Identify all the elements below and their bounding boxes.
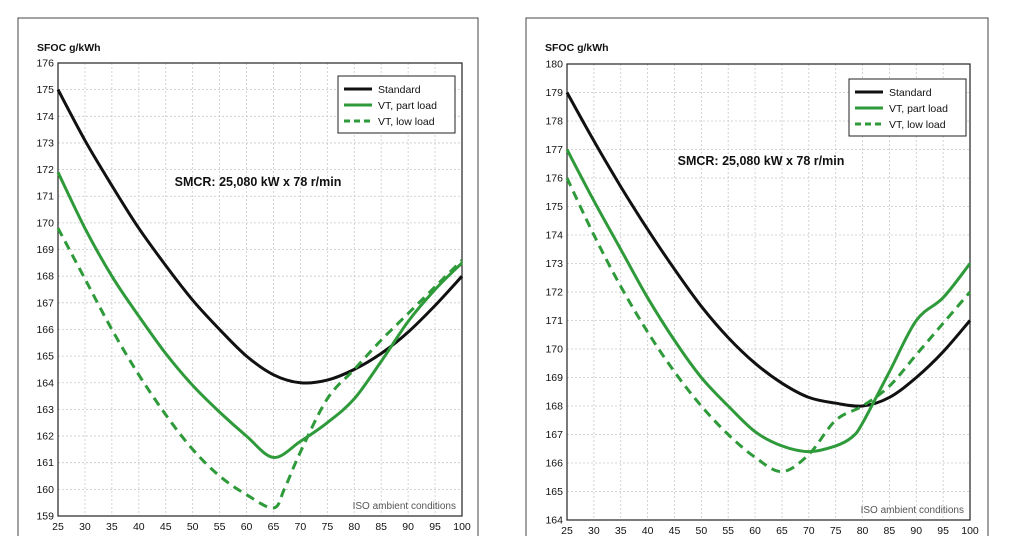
chart-right-y-tick-label: 173: [545, 258, 563, 270]
chart-right-y-tick-label: 172: [545, 287, 563, 299]
chart-left-x-tick-label: 90: [402, 521, 414, 533]
chart-right-x-tick-label: 60: [749, 525, 761, 536]
chart-left-ambient-note: ISO ambient conditions: [353, 501, 456, 512]
chart-right-y-tick-label: 168: [545, 401, 563, 413]
chart-left-y-tick-label: 171: [36, 191, 54, 203]
chart-right-x-tick-label: 95: [937, 525, 949, 536]
chart-left-y-tick-label: 163: [36, 404, 54, 416]
chart-left-y-tick-label: 174: [36, 111, 54, 123]
chart-left-frame: [17, 17, 479, 536]
chart-right-x-tick-label: 70: [803, 525, 815, 536]
chart-right-x-tick-label: 45: [669, 525, 681, 536]
chart-right-y-tick-label: 174: [545, 230, 563, 242]
chart-right-x-tick-label: 100: [961, 525, 979, 536]
chart-right-y-tick-label: 171: [545, 315, 563, 327]
chart-left-y-tick-label: 169: [36, 244, 54, 256]
chart-right-series-standard: [565, 91, 972, 408]
chart-right-y-tick-label: 180: [545, 59, 563, 71]
chart-left-x-tick-label: 65: [268, 521, 280, 533]
chart-left-y-tick-label: 162: [36, 431, 54, 443]
chart-left-y-tick-label: 176: [36, 58, 54, 70]
chart-right-y-tick-label: 178: [545, 116, 563, 128]
chart-right-x-tick-label: 65: [776, 525, 788, 536]
chart-left-y-tick-label: 161: [36, 457, 54, 469]
chart-right-y-tick-label: 169: [545, 372, 563, 384]
chart-left-x-tick-label: 85: [375, 521, 387, 533]
chart-right-x-tick-label: 50: [695, 525, 707, 536]
chart-right-x-tick-label: 55: [722, 525, 734, 536]
chart-right-y-tick-label: 166: [545, 458, 563, 470]
chart-right-smcr-annotation: SMCR: 25,080 kW x 78 r/min: [678, 154, 845, 168]
chart-left-x-tick-label: 55: [214, 521, 226, 533]
chart-panel-left: 159 160 161 162 163 164 165 166 167 168 169 170 171 1…: [17, 17, 479, 536]
chart-right-x-tick-label: 85: [884, 525, 896, 536]
chart-left-legend-label: Standard: [378, 84, 421, 96]
chart-right-series-vt-low-load: [565, 177, 972, 474]
chart-right-x-tick-label: 75: [830, 525, 842, 536]
chart-right-y-tick-label: 177: [545, 144, 563, 156]
chart-left-y-tick-label: 167: [36, 297, 54, 309]
chart-right-y-tick-label: 170: [545, 344, 563, 356]
chart-left-y-tick-label: 168: [36, 271, 54, 283]
chart-left-x-tick-label: 40: [133, 521, 145, 533]
chart-left-x-tick-label: 30: [79, 521, 91, 533]
chart-right-y-tick-label: 167: [545, 429, 563, 441]
chart-right-y-tick-label: 175: [545, 201, 563, 213]
chart-panel-right: 164 165 166 167 168 169 170 171 172 173 174 175 176 1…: [525, 17, 989, 536]
chart-right-x-tick-label: 30: [588, 525, 600, 536]
chart-right-y-tick-label: 164: [545, 515, 563, 527]
chart-right-legend-label: VT, low load: [889, 119, 946, 131]
chart-right-series-vt-part-load: [565, 148, 972, 454]
chart-right-x-tick-label: 40: [642, 525, 654, 536]
chart-left-y-axis-title: SFOC g/kWh: [37, 42, 101, 54]
chart-left-x-tick-label: 80: [348, 521, 360, 533]
chart-left-y-tick-label: 164: [36, 377, 54, 389]
chart-left-y-tick-label: 172: [36, 164, 54, 176]
chart-right-frame: [525, 17, 989, 536]
chart-left-plot-border: [57, 62, 463, 517]
chart-left-legend-label: VT, part load: [378, 100, 437, 112]
chart-right-y-tick-label: 176: [545, 173, 563, 185]
chart-left-y-tick-label: 170: [36, 217, 54, 229]
chart-right-x-tick-label: 90: [910, 525, 922, 536]
chart-left-x-tick-label: 75: [321, 521, 333, 533]
chart-left-y-tick-label: 165: [36, 351, 54, 363]
chart-right-y-tick-label: 165: [545, 486, 563, 498]
chart-left-series-vt-part-load: [56, 171, 464, 459]
chart-left-x-tick-label: 25: [52, 521, 64, 533]
chart-right-legend-label: VT, part load: [889, 103, 948, 115]
chart-left-x-tick-label: 50: [187, 521, 199, 533]
chart-right-legend-label: Standard: [889, 87, 932, 99]
chart-left-x-tick-label: 70: [295, 521, 307, 533]
chart-left-y-tick-label: 175: [36, 84, 54, 96]
chart-right-x-tick-label: 35: [615, 525, 627, 536]
chart-right-x-tick-label: 25: [561, 525, 573, 536]
chart-right-y-tick-label: 179: [545, 87, 563, 99]
chart-left-legend-label: VT, low load: [378, 116, 435, 128]
chart-left-x-tick-label: 35: [106, 521, 118, 533]
chart-left-y-tick-label: 166: [36, 324, 54, 336]
chart-left-x-tick-label: 60: [241, 521, 253, 533]
chart-right-x-tick-label: 80: [857, 525, 869, 536]
chart-left-x-tick-label: 45: [160, 521, 172, 533]
chart-right-ambient-note: ISO ambient conditions: [861, 505, 964, 516]
chart-left-series-vt-low-load: [56, 227, 464, 510]
chart-left-y-tick-label: 173: [36, 137, 54, 149]
chart-left-y-tick-label: 159: [36, 511, 54, 523]
chart-left-smcr-annotation: SMCR: 25,080 kW x 78 r/min: [175, 175, 342, 189]
chart-left-x-tick-label: 100: [453, 521, 471, 533]
chart-left-x-tick-label: 95: [429, 521, 441, 533]
chart-left-y-tick-label: 160: [36, 484, 54, 496]
chart-right-y-axis-title: SFOC g/kWh: [545, 42, 609, 54]
